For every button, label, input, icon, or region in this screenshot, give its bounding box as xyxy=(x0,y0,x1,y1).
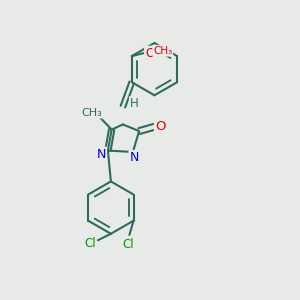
Text: CH₃: CH₃ xyxy=(153,46,172,56)
Text: CH₃: CH₃ xyxy=(81,108,102,118)
Text: O: O xyxy=(155,120,166,133)
Text: Cl: Cl xyxy=(122,238,134,251)
Text: N: N xyxy=(97,148,106,160)
Text: N: N xyxy=(129,151,139,164)
Text: Cl: Cl xyxy=(84,237,96,250)
Text: H: H xyxy=(130,97,139,110)
Text: O: O xyxy=(145,46,154,60)
